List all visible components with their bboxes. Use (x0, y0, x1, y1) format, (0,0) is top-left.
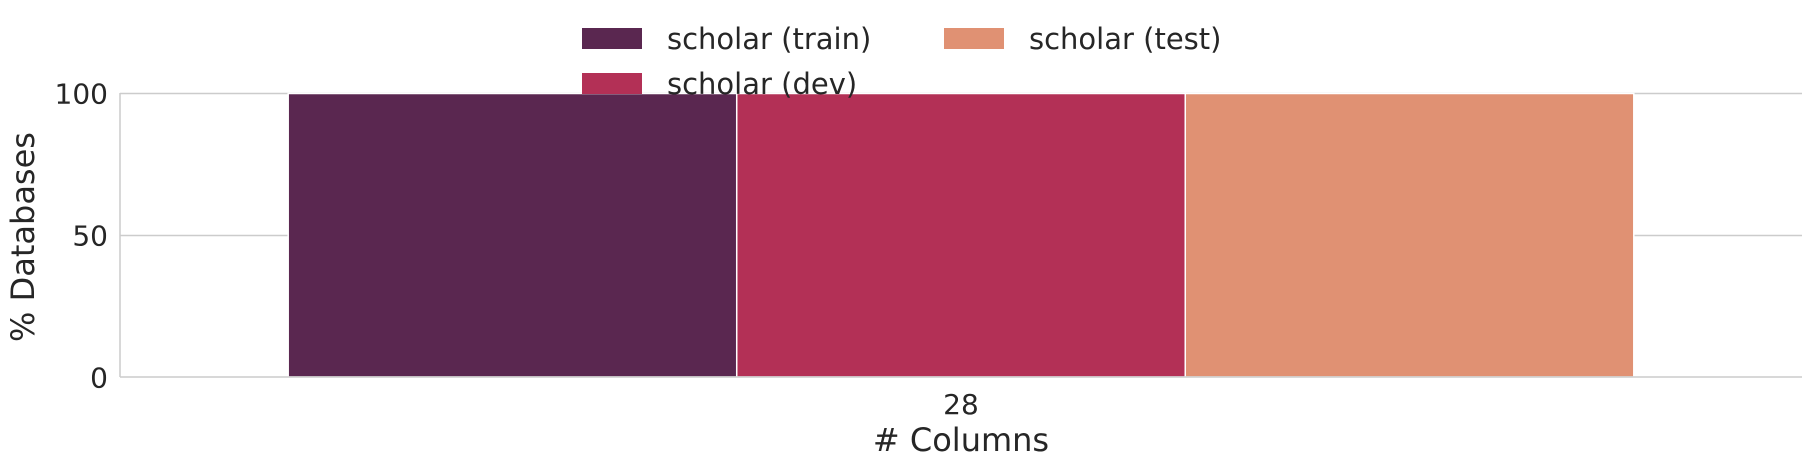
axes (119, 93, 1802, 378)
x-tick-label: 28 (943, 388, 979, 421)
legend-label-1: scholar (train) (667, 22, 871, 56)
legend-swatch-2 (582, 73, 642, 94)
bar-1 (287, 92, 738, 378)
y-tick-label: 50 (72, 220, 108, 253)
legend-swatch-3 (944, 28, 1004, 49)
legend: scholar (train) scholar (dev) scholar (tes… (582, 22, 1221, 101)
legend-label-2: scholar (dev) (667, 67, 857, 101)
x-tick-labels: 28 (943, 388, 979, 421)
bars (287, 92, 1635, 378)
y-axis-label: % Databases (4, 132, 42, 342)
y-tick-label: 0 (90, 362, 108, 395)
x-axis-label: # Columns (873, 421, 1049, 459)
y-tick-label: 100 (55, 78, 108, 111)
bar-3 (1184, 92, 1635, 378)
legend-label-3: scholar (test) (1029, 22, 1221, 56)
bar-2 (735, 92, 1187, 378)
y-tick-labels: 0 50 100 (55, 78, 108, 395)
legend-swatch-1 (582, 28, 642, 49)
